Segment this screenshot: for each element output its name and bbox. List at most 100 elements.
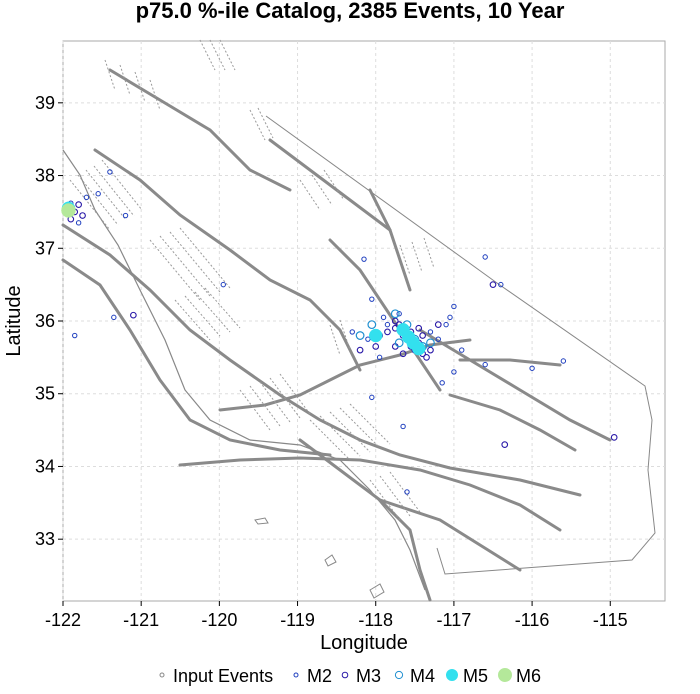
event-point-m2: [369, 296, 375, 302]
event-point-m3: [384, 328, 391, 336]
event-point-m2: [72, 332, 78, 339]
legend-marker-m6: [498, 668, 512, 682]
legend-label-m4: M4: [410, 666, 435, 686]
event-point-m2: [361, 256, 367, 262]
legend-marker-m4: [394, 670, 404, 680]
event-point-m5: [411, 341, 426, 356]
legend: Input Events M2 M3 M4 M5 M6: [159, 666, 541, 686]
event-point-m2: [220, 281, 226, 288]
event-point-m2: [451, 303, 457, 310]
fault-zone-hatch: [69, 159, 143, 231]
y-tick-label: 35: [35, 384, 55, 404]
y-tick-label: 37: [35, 238, 55, 258]
event-point-m2: [482, 254, 488, 260]
y-tick-label: 34: [35, 456, 55, 476]
state-border: [265, 115, 656, 575]
legend-marker-m3: [341, 671, 349, 679]
event-point-m2: [75, 220, 82, 226]
fault-trace: [61, 223, 582, 497]
y-tick-label: 38: [35, 166, 55, 186]
fault-trace: [268, 138, 392, 232]
fault-trace: [61, 258, 332, 457]
island-outline: [369, 583, 385, 599]
event-point-m2: [376, 354, 383, 361]
event-point-m2: [404, 489, 410, 495]
x-tick-label: -118: [358, 610, 393, 630]
event-point-m2: [400, 423, 406, 430]
fault-zone-hatch: [239, 373, 311, 431]
event-point-m2: [396, 311, 402, 317]
chart-title: p75.0 %-ile Catalog, 2385 Events, 10 Yea…: [136, 0, 565, 23]
event-point-m6: [61, 203, 76, 218]
event-point-m2: [427, 329, 434, 335]
x-tick-label: -117: [437, 610, 472, 630]
event-point-m2: [560, 358, 567, 364]
y-tick-label: 39: [35, 93, 55, 113]
event-point-m5: [368, 328, 383, 343]
event-point-m2: [95, 191, 101, 197]
fault-zone-hatch: [329, 319, 351, 356]
event-point-m2: [529, 365, 535, 371]
event-point-m5: [401, 330, 416, 344]
event-point-m4: [394, 338, 404, 348]
legend-label-m2: M2: [307, 666, 332, 686]
event-point-m3: [356, 346, 364, 354]
x-tick-label: -119: [280, 610, 315, 630]
event-point-m3: [415, 324, 423, 332]
fault-trace: [458, 358, 562, 367]
event-point-m3: [75, 201, 82, 208]
event-point-m2: [369, 394, 375, 401]
event-point-m3: [423, 354, 430, 361]
event-point-m2: [83, 194, 90, 201]
event-point-m2: [380, 314, 387, 321]
event-point-m2: [439, 380, 445, 386]
event-point-m2: [107, 169, 113, 175]
points-layer: [61, 169, 618, 495]
fault-zone-hatch: [199, 39, 236, 71]
fault-zone-hatch: [399, 237, 435, 276]
coastline: [62, 149, 426, 591]
event-point-m2: [482, 361, 488, 368]
y-tick-label: 33: [35, 529, 55, 549]
x-tick-label: -121: [123, 610, 159, 630]
event-point-m3: [372, 343, 380, 350]
x-axis-label: Longitude: [320, 632, 408, 654]
event-point-m4: [367, 320, 377, 330]
event-point-m3: [399, 350, 407, 358]
x-tick-label: -116: [515, 610, 550, 630]
event-point-m2: [111, 314, 117, 321]
fault-zone-hatch: [249, 107, 274, 141]
y-axis-label: Latitude: [3, 285, 25, 356]
legend-label-m6: M6: [516, 666, 541, 686]
event-point-m3: [489, 281, 497, 288]
fault-trace: [368, 188, 412, 292]
fault-trace: [108, 68, 292, 192]
event-point-m3: [427, 346, 434, 354]
y-tick-label: 36: [35, 311, 55, 331]
event-point-m2: [122, 212, 129, 219]
event-point-m4: [390, 309, 400, 319]
event-point-m2: [443, 321, 449, 328]
event-point-m3: [391, 317, 399, 325]
event-point-m3: [434, 321, 442, 328]
event-point-m3: [419, 332, 426, 339]
event-point-m3: [130, 311, 137, 319]
event-point-m2: [349, 329, 355, 335]
legend-marker-m2: [293, 672, 299, 678]
legend-label-input-events: Input Events: [173, 666, 273, 686]
event-point-m3: [610, 434, 618, 441]
fault-trace: [378, 498, 522, 572]
legend-label-m5: M5: [463, 666, 488, 686]
x-tick-label: -120: [201, 610, 237, 630]
event-point-m2: [451, 369, 457, 375]
event-point-m3: [501, 441, 509, 448]
fault-trace: [328, 238, 442, 392]
ticks-layer: -122 -121 -120 -119 -118 -117 -116 -115 33 34 35 36…: [35, 93, 628, 630]
legend-marker-input-events: [159, 672, 165, 678]
event-point-m2: [498, 281, 504, 288]
x-tick-label: -115: [593, 610, 628, 630]
legend-label-m3: M3: [356, 666, 381, 686]
fault-trace: [178, 456, 562, 532]
fault-trace: [93, 148, 362, 372]
